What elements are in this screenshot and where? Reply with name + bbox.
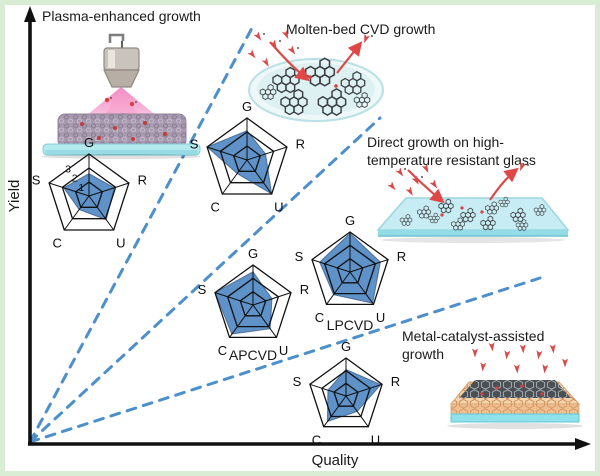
svg-text:S: S xyxy=(293,374,302,389)
x-axis-arrow-icon xyxy=(575,438,591,450)
svg-text:R: R xyxy=(300,282,309,297)
svg-text:G: G xyxy=(345,213,355,228)
svg-text:R: R xyxy=(138,173,147,188)
svg-text:R: R xyxy=(296,137,305,152)
glass-growth-illustration xyxy=(376,161,570,243)
svg-text:G: G xyxy=(242,99,252,114)
base-substrate-icon xyxy=(450,413,580,423)
svg-text:S: S xyxy=(190,137,199,152)
svg-text:C: C xyxy=(218,343,227,358)
precursor-arrows-icon xyxy=(247,29,373,88)
label-metal-catalyst-growth: Metal-catalyst-assisted growth xyxy=(402,328,545,363)
svg-text:S: S xyxy=(295,249,304,264)
graphene-islands-icon xyxy=(400,197,546,231)
radar-chart-lpcvd: G R U C S xyxy=(295,213,406,325)
substrate-icon xyxy=(41,143,201,159)
svg-text:3: 3 xyxy=(65,164,71,176)
svg-text:G: G xyxy=(248,246,258,261)
svg-text:U: U xyxy=(371,432,380,447)
dashed-trend-line-steep xyxy=(28,26,254,444)
svg-text:C: C xyxy=(315,310,324,325)
label-molten-bed-cvd-growth: Molten-bed CVD growth xyxy=(286,21,436,37)
svg-text:R: R xyxy=(397,249,406,264)
svg-text:U: U xyxy=(116,236,125,251)
svg-text:C: C xyxy=(53,236,62,251)
svg-text:S: S xyxy=(32,173,41,188)
svg-text:1: 1 xyxy=(78,182,84,194)
metal-catalyst-illustration xyxy=(447,342,583,429)
dashed-trend-line-middle xyxy=(28,116,382,444)
caption-apcvd: APCVD xyxy=(228,347,278,363)
svg-text:U: U xyxy=(274,200,283,215)
svg-text:C: C xyxy=(312,432,321,447)
svg-text:C: C xyxy=(211,200,220,215)
svg-text:R: R xyxy=(391,374,400,389)
radar-chart-molten-bed: G R U C S xyxy=(190,99,305,215)
svg-text:U: U xyxy=(279,343,288,358)
svg-text:2: 2 xyxy=(72,173,78,185)
y-axis-arrow-icon xyxy=(24,6,36,22)
radar-chart-plasma: G R U C S 321 xyxy=(32,135,147,251)
precursor-arrows-icon xyxy=(387,161,529,204)
caption-lpcvd: LPCVD xyxy=(326,317,374,333)
radar-chart-apcvd: G R U C S xyxy=(198,246,309,358)
svg-text:G: G xyxy=(84,135,94,150)
plasma-nozzle-icon xyxy=(103,33,140,88)
svg-text:S: S xyxy=(198,282,207,297)
svg-text:G: G xyxy=(341,339,351,354)
radar-chart-metal-catalyst: G R U C S xyxy=(293,339,400,447)
label-plasma-enhanced-growth: Plasma-enhanced growth xyxy=(42,8,201,24)
label-direct-growth-glass: Direct growth on high-temperature resist… xyxy=(367,134,536,169)
plasma-growth-illustration xyxy=(41,33,201,159)
molten-bed-illustration xyxy=(247,29,384,122)
svg-text:U: U xyxy=(376,310,385,325)
dashed-trend-line-shallow xyxy=(28,276,542,444)
precursor-darts-icon xyxy=(472,342,568,374)
x-axis-label: Quality xyxy=(311,452,359,469)
graphene-sheet-icon xyxy=(459,380,571,398)
